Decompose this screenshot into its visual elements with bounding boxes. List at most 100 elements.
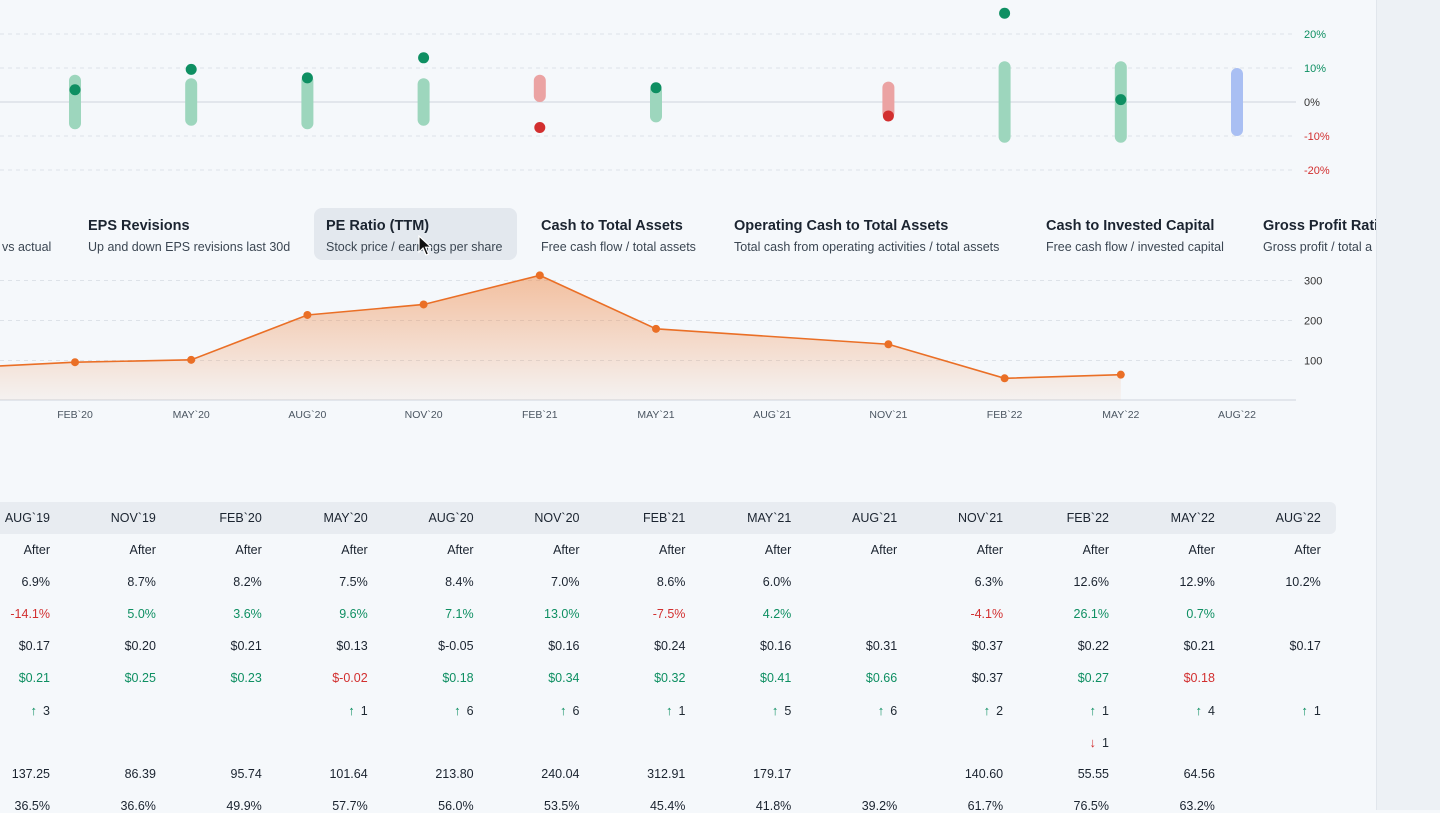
table-cell: 64.56 xyxy=(1183,767,1215,781)
table-cell: $0.21 xyxy=(18,671,50,685)
table-cell: $0.24 xyxy=(654,639,686,653)
tab-desc: Gross profit / total a xyxy=(1263,240,1373,254)
actual-surprise-point[interactable] xyxy=(301,72,313,84)
table-cell: $0.21 xyxy=(230,639,262,653)
pe-data-point[interactable] xyxy=(187,355,196,364)
revision-count: 6 xyxy=(890,704,898,718)
table-cell: 213.80 xyxy=(435,767,474,781)
pe-data-point[interactable] xyxy=(303,310,312,319)
actual-surprise-point[interactable] xyxy=(418,52,430,64)
table-cell: 101.64 xyxy=(329,767,368,781)
table-cell: $0.41 xyxy=(760,671,792,685)
column-header: AUG`20 xyxy=(428,511,474,525)
table-cell: 57.7% xyxy=(332,799,368,813)
table-cell: After xyxy=(1082,543,1109,557)
x-tick-label: AUG`20 xyxy=(288,409,326,421)
table-cell: ↑ 6 xyxy=(374,703,473,718)
table-cell: ↑ 1 xyxy=(1009,703,1109,718)
column-header: FEB`20 xyxy=(219,511,262,525)
tab-cash-to-invested-capital[interactable]: Cash to Invested Capital Free cash flow … xyxy=(1034,208,1239,260)
table-cell: 137.25 xyxy=(11,767,50,781)
actual-surprise-point[interactable] xyxy=(650,82,662,94)
table-cell: After xyxy=(23,543,50,557)
y-tick-label: 0% xyxy=(1304,97,1320,109)
table-cell: After xyxy=(1188,543,1215,557)
table-cell: 312.91 xyxy=(647,767,686,781)
metric-tabs: vs actual EPS Revisions Up and down EPS … xyxy=(0,204,1376,264)
pe-data-point[interactable] xyxy=(1000,374,1009,383)
actual-surprise-point[interactable] xyxy=(882,110,894,122)
column-header: MAY`21 xyxy=(747,511,792,525)
actual-surprise-point[interactable] xyxy=(534,122,546,133)
revision-count: 1 xyxy=(1313,704,1321,718)
table-cell: 12.9% xyxy=(1179,575,1215,589)
x-tick-label: FEB`22 xyxy=(987,409,1023,421)
table-cell: $-0.05 xyxy=(438,639,474,653)
table-cell: 4.2% xyxy=(762,607,792,621)
table-cell: $0.31 xyxy=(865,639,898,653)
x-tick-label: NOV`21 xyxy=(869,409,907,421)
table-cell: 45.4% xyxy=(649,799,686,813)
table-cell: $0.21 xyxy=(1183,639,1215,653)
tab-pe-ratio[interactable]: PE Ratio (TTM) Stock price / earnings pe… xyxy=(314,208,517,260)
table-cell: ↑ 1 xyxy=(585,703,685,718)
mouse-pointer-icon xyxy=(418,235,432,256)
revision-count: 1 xyxy=(1102,704,1109,718)
column-header: AUG`19 xyxy=(4,511,50,525)
y-tick-label: 10% xyxy=(1304,63,1326,75)
table-cell: ↑ 5 xyxy=(691,703,791,718)
table-cell: $0.25 xyxy=(124,671,156,685)
arrow-up-icon: ↑ xyxy=(454,703,461,718)
x-tick-label: AUG`22 xyxy=(1218,409,1256,421)
column-header: FEB`21 xyxy=(643,511,686,525)
table-cell: After xyxy=(341,543,368,557)
table-cell: 13.0% xyxy=(544,607,580,621)
tab-title: Cash to Total Assets xyxy=(541,218,683,234)
tab-title: EPS Revisions xyxy=(88,218,190,234)
pe-data-point[interactable] xyxy=(1116,370,1125,379)
column-header: FEB`22 xyxy=(1066,511,1109,525)
table-cell: 179.17 xyxy=(753,767,792,781)
tab-eps-surprise[interactable]: vs actual xyxy=(0,208,70,260)
x-tick-label: MAY`20 xyxy=(173,409,210,421)
pe-data-point[interactable] xyxy=(652,324,660,333)
tab-operating-cash-to-total-assets[interactable]: Operating Cash to Total Assets Total cas… xyxy=(722,208,1022,260)
pe-data-point[interactable] xyxy=(419,300,428,309)
estimate-range-bar xyxy=(185,78,198,126)
table-cell: -7.5% xyxy=(652,607,686,621)
table-cell: 7.1% xyxy=(445,607,474,621)
estimate-range-bar xyxy=(650,85,662,123)
revision-count: 3 xyxy=(43,704,50,718)
actual-surprise-point[interactable] xyxy=(1115,94,1127,106)
revision-count: 1 xyxy=(360,704,368,718)
column-header: AUG`21 xyxy=(852,511,898,525)
x-tick-label: FEB`21 xyxy=(522,409,558,421)
table-cell: $0.18 xyxy=(1183,671,1215,685)
tab-cash-to-total-assets[interactable]: Cash to Total Assets Free cash flow / to… xyxy=(529,208,709,260)
column-header: NOV`20 xyxy=(534,511,580,525)
actual-surprise-point[interactable] xyxy=(999,7,1011,19)
table-cell: $0.20 xyxy=(124,639,156,653)
tab-desc: Total cash from operating activities / t… xyxy=(734,240,1000,254)
table-cell: 26.1% xyxy=(1073,607,1109,621)
estimate-range-bar xyxy=(533,74,546,102)
arrow-up-icon: ↑ xyxy=(1089,703,1097,718)
table-cell: 0.7% xyxy=(1186,607,1215,621)
table-cell: 140.60 xyxy=(964,767,1004,781)
pe-data-point[interactable] xyxy=(71,358,79,367)
table-cell: -4.1% xyxy=(970,607,1004,621)
table-cell: 49.9% xyxy=(226,799,262,813)
pe-data-point[interactable] xyxy=(884,340,893,349)
pe-data-point[interactable] xyxy=(535,271,544,280)
table-cell: 36.5% xyxy=(14,799,50,813)
tab-gross-profit-ratio[interactable]: Gross Profit Ratio Gross profit / total … xyxy=(1251,208,1376,260)
table-cell: $0.27 xyxy=(1077,671,1109,685)
actual-surprise-point[interactable] xyxy=(185,63,197,75)
arrow-up-icon: ↑ xyxy=(877,703,885,718)
tab-eps-revisions[interactable]: EPS Revisions Up and down EPS revisions … xyxy=(76,208,302,260)
table-cell: 76.5% xyxy=(1073,799,1109,813)
actual-surprise-point[interactable] xyxy=(69,84,81,96)
table-cell: 12.6% xyxy=(1073,575,1109,589)
table-cell: 8.2% xyxy=(233,575,262,589)
revision-count: 4 xyxy=(1207,704,1215,718)
